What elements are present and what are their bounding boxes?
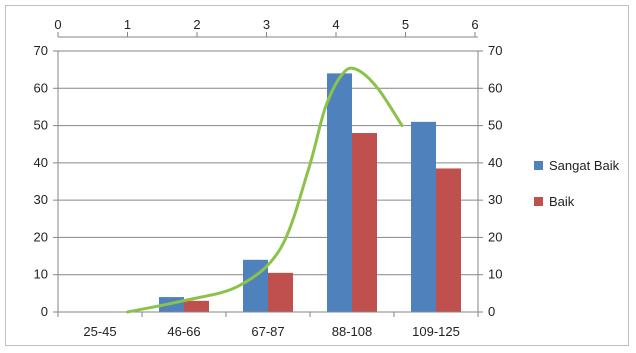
legend-label: Baik: [549, 194, 575, 209]
x-category-label: 46-66: [167, 324, 200, 339]
secondary-y-tick-label: 70: [488, 43, 502, 58]
legend-item: Sangat Baik: [534, 158, 619, 173]
legend-item: Baik: [534, 194, 574, 209]
y-tick-label: 40: [34, 155, 48, 170]
legend-label: Sangat Baik: [549, 158, 620, 173]
x-category-label: 109-125: [412, 324, 460, 339]
secondary-y-tick-label: 50: [488, 118, 502, 133]
secondary-y-tick-label: 60: [488, 80, 502, 95]
top-x-tick-label: 4: [332, 17, 339, 32]
secondary-y-tick-label: 30: [488, 192, 502, 207]
secondary-y-tick-label: 20: [488, 229, 502, 244]
y-tick-label: 30: [34, 192, 48, 207]
secondary-y-tick-label: 0: [488, 304, 495, 319]
legend-swatch: [534, 197, 543, 206]
top-x-tick-label: 6: [471, 17, 478, 32]
bar-sangat-baik: [411, 121, 436, 312]
top-x-tick-label: 0: [54, 17, 61, 32]
y-tick-label: 50: [34, 118, 48, 133]
chart-frame: 0 10 20 30 40 50 60 70 0 10 20 30 40 50 60 70 25-45 46-66…: [5, 5, 629, 346]
y-tick-label: 0: [41, 304, 48, 319]
top-x-tick-label: 2: [193, 17, 200, 32]
x-category-label: 25-45: [83, 324, 116, 339]
top-x-tick-label: 1: [124, 17, 131, 32]
legend-swatch: [534, 161, 543, 170]
bar-baik: [268, 272, 293, 312]
bar-baik: [436, 168, 461, 312]
annotation-curve: [126, 66, 404, 314]
bar-sangat-baik: [327, 73, 352, 312]
bar-baik: [184, 300, 209, 312]
y-tick-label: 70: [34, 43, 48, 58]
x-category-label: 67-87: [251, 324, 284, 339]
top-x-tick-label: 3: [263, 17, 270, 32]
x-category-label: 88-108: [332, 324, 372, 339]
secondary-y-tick-label: 40: [488, 155, 502, 170]
y-tick-label: 60: [34, 80, 48, 95]
top-x-tick-label: 5: [402, 17, 409, 32]
bar-baik: [352, 133, 377, 312]
y-tick-label: 20: [34, 229, 48, 244]
secondary-y-tick-label: 10: [488, 267, 502, 282]
y-tick-label: 10: [34, 267, 48, 282]
